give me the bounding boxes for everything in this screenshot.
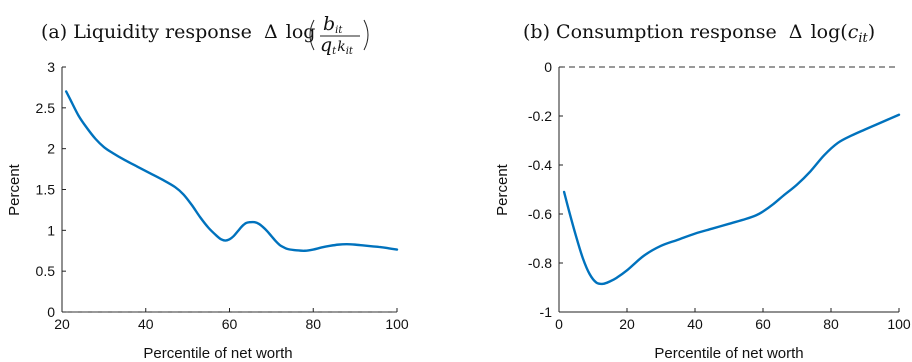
panel-b-y-tick-label: -0.2 — [528, 108, 552, 124]
panel-a-title-fraction: bit qtkit — [309, 13, 369, 57]
panel-b-axes: 0 20 40 60 80 100 -1 -0.8 -0.6 -0.4 -0.2 0 — [528, 59, 911, 332]
panel-liquidity-response: (a) Liquidity response Δ log bit qtkit 2… — [6, 13, 409, 362]
panel-b-y-tick-label: -0.6 — [528, 206, 552, 222]
panel-a-x-tick-label: 80 — [305, 316, 321, 332]
panel-b-x-tick-label: 60 — [755, 316, 771, 332]
panel-b-y-tick-label: -0.4 — [528, 157, 552, 173]
panel-a-y-tick-label: 1 — [47, 222, 55, 238]
panel-a-y-tick-label: 0 — [47, 304, 55, 320]
panel-a-x-tick-label: 40 — [138, 316, 154, 332]
svg-text:qtkit: qtkit — [320, 34, 354, 57]
panel-b-title: (b) Consumption response Δ log(cit) — [523, 21, 875, 46]
panel-a-x-tick-label: 100 — [385, 316, 409, 332]
panel-a-y-tick-label: 1.5 — [36, 182, 56, 198]
svg-text:bit: bit — [323, 13, 343, 36]
panel-b-y-tick-label: 0 — [544, 59, 552, 75]
panel-b-x-tick-label: 100 — [887, 316, 911, 332]
panel-b-x-tick-label: 0 — [555, 316, 563, 332]
panel-a-x-tick-label: 60 — [222, 316, 238, 332]
panel-b-x-tick-label: 20 — [619, 316, 635, 332]
panel-a-ylabel: Percent — [6, 163, 23, 216]
panel-b-xlabel: Percentile of net worth — [654, 345, 803, 362]
panel-a-axes: 20 40 60 80 100 0 0.5 1 1.5 2 2.5 3 — [36, 59, 409, 332]
panel-a-x-tick-label: 20 — [54, 316, 70, 332]
panel-a-y-tick-label: 0.5 — [36, 263, 56, 279]
panel-b-x-tick-label: 80 — [823, 316, 839, 332]
panel-a-y-tick-label: 2.5 — [36, 100, 56, 116]
panel-b-y-tick-label: -1 — [540, 304, 553, 320]
panel-consumption-response: (b) Consumption response Δ log(cit) 0 20 4… — [494, 21, 911, 362]
panel-b-y-tick-label: -0.8 — [528, 255, 552, 271]
panel-b-x-tick-label: 40 — [687, 316, 703, 332]
panel-a-xlabel: Percentile of net worth — [143, 345, 292, 362]
panel-a-title: (a) Liquidity response Δ log — [41, 21, 315, 43]
panel-a-y-tick-label: 3 — [47, 59, 55, 75]
panel-b-ylabel: Percent — [494, 163, 511, 216]
panel-b-series-line — [562, 113, 901, 286]
panel-a-series-line — [64, 90, 399, 252]
panel-a-y-tick-label: 2 — [47, 141, 55, 157]
